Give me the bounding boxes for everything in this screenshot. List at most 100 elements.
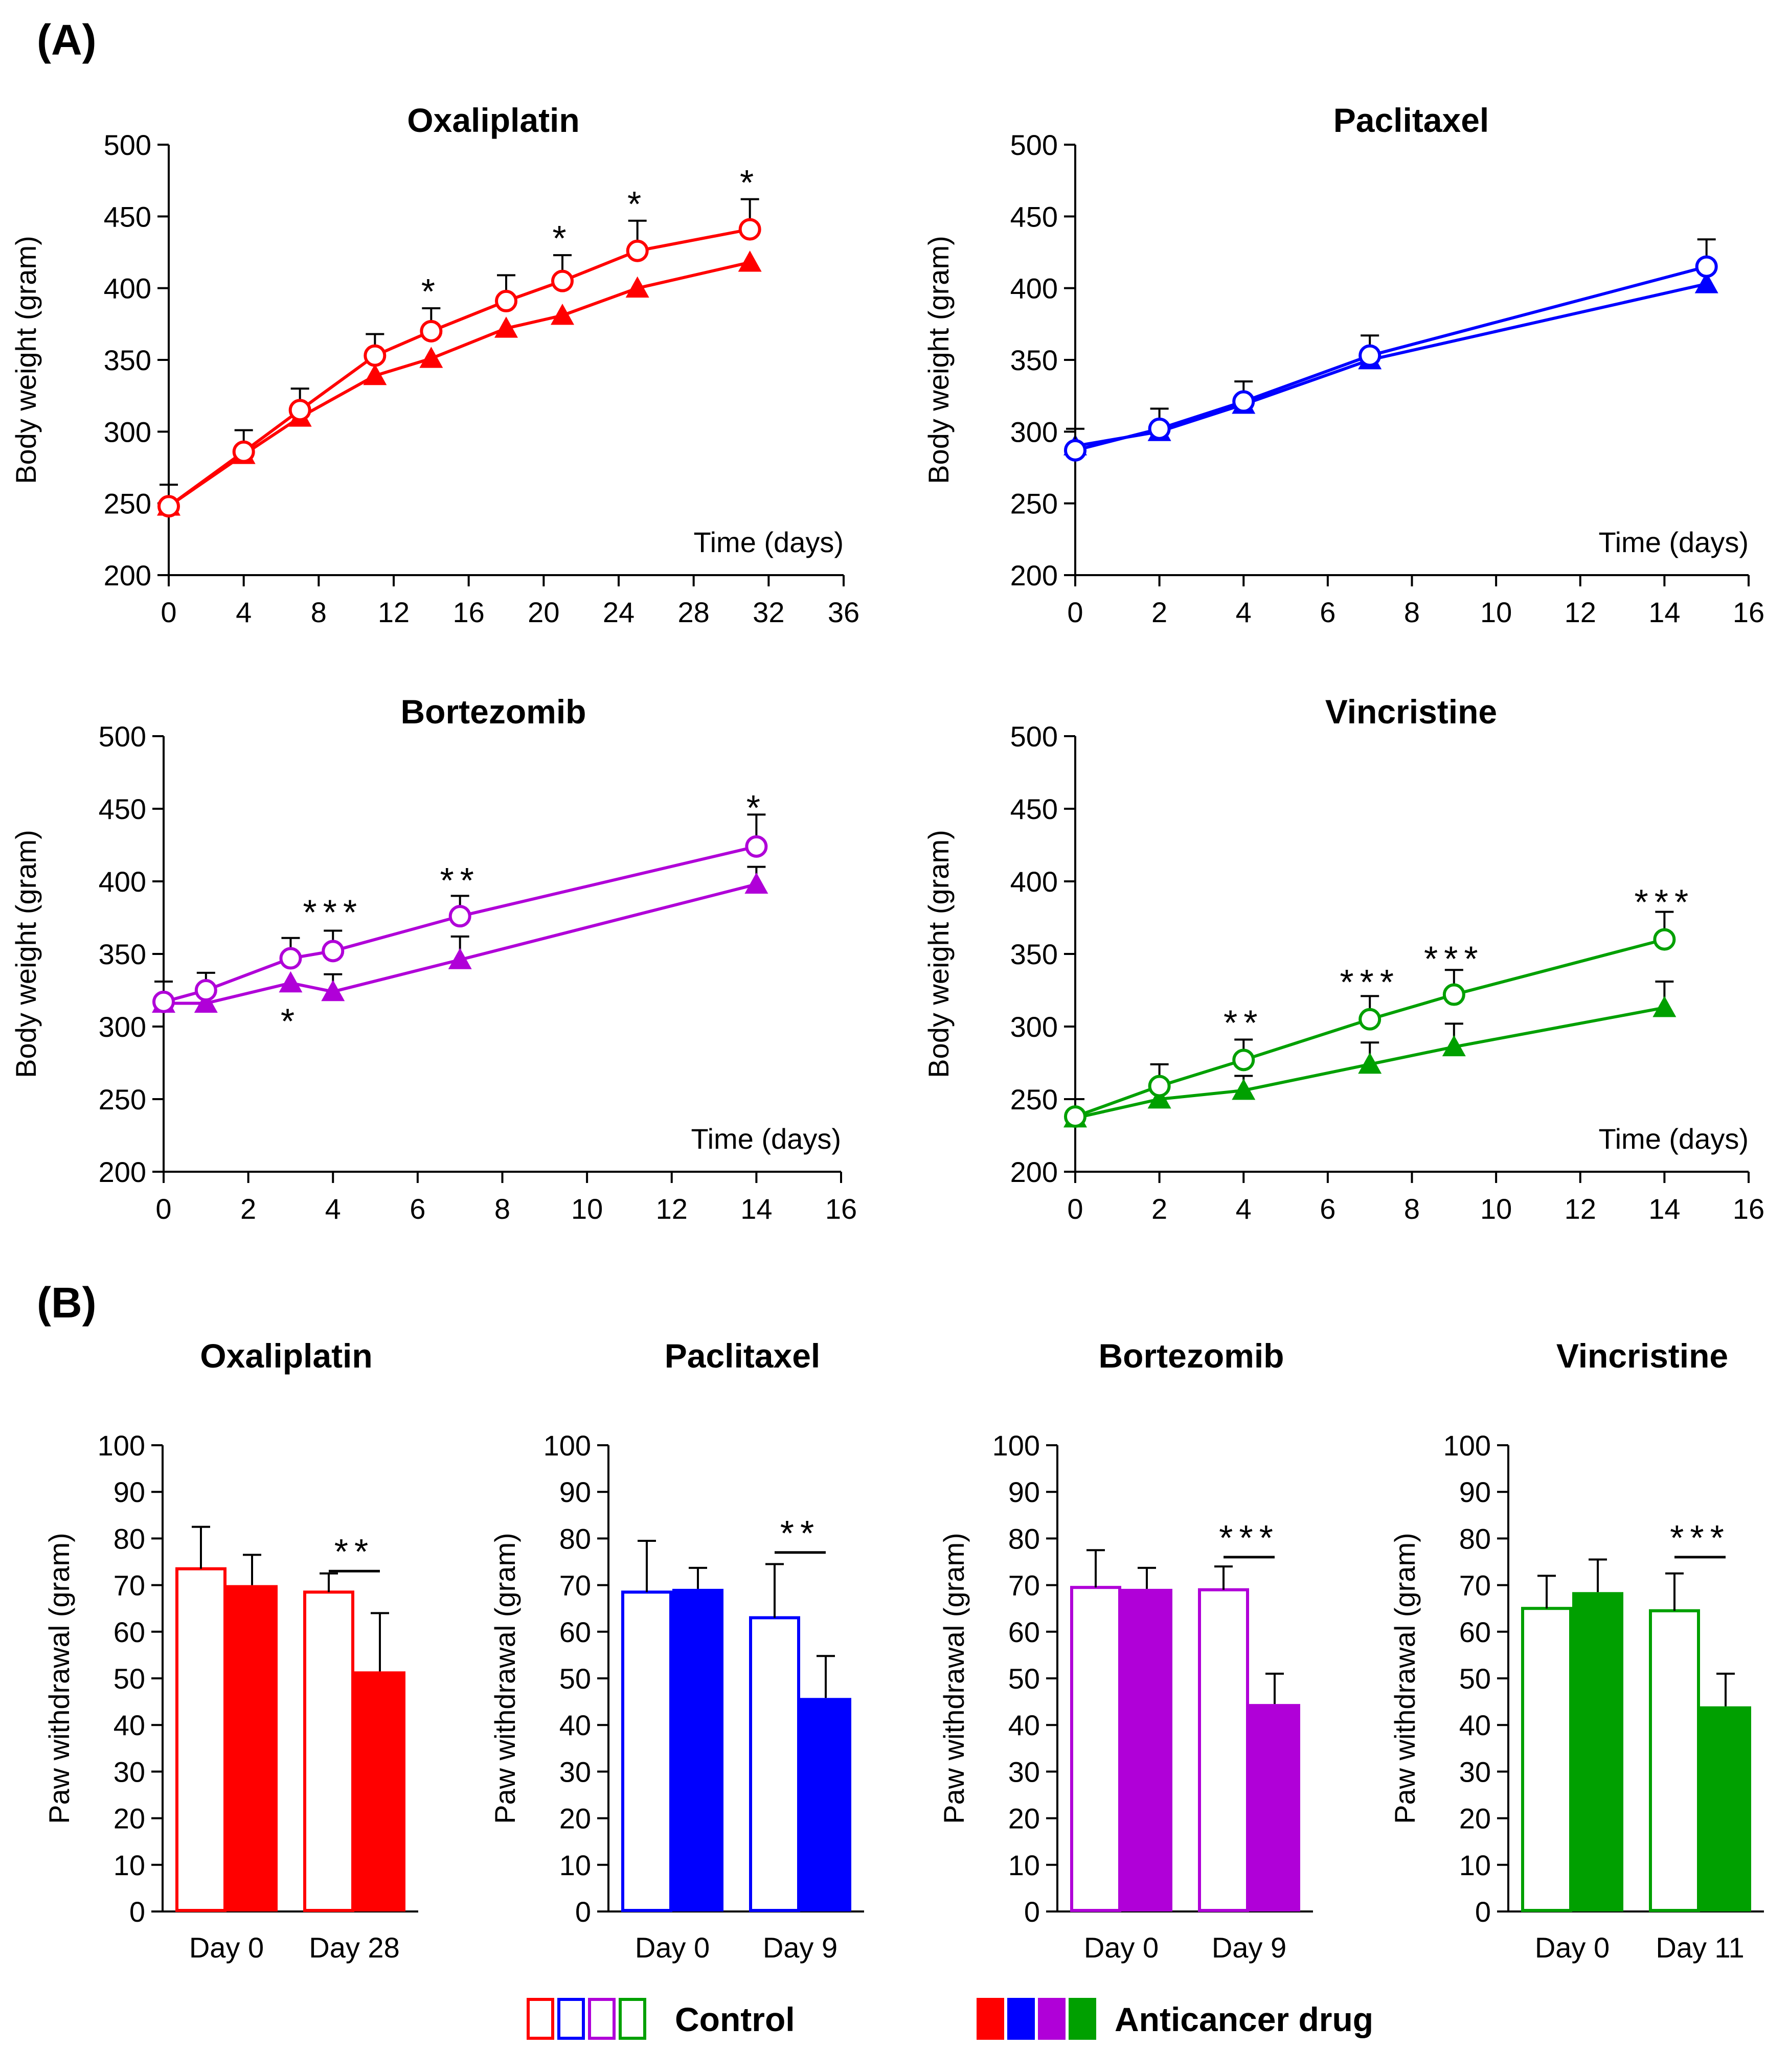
significance-marker: ** (334, 1532, 374, 1572)
y-tick-label: 500 (1010, 129, 1058, 161)
x-tick-label: 28 (678, 596, 710, 628)
data-point-control (626, 239, 649, 262)
x-tick-label: 6 (1320, 596, 1335, 628)
panel-label-a: (A) (37, 16, 97, 64)
y-tick-label: 10 (114, 1849, 145, 1881)
y-tick-label: 0 (575, 1896, 591, 1928)
data-point-drug (194, 991, 218, 1013)
y-tick-label: 400 (1010, 272, 1058, 305)
data-point-drug (625, 276, 649, 298)
x-tick-label: 0 (155, 1193, 171, 1225)
chart-6-paclitaxel: Paclitaxel Paw withdrawal (gram) 0 10 20 30 40… (489, 1337, 864, 1964)
data-point-control (1695, 255, 1718, 278)
x-tick-label: 10 (571, 1193, 603, 1225)
y-tick-label: 30 (1008, 1756, 1040, 1788)
x-tick-label: 4 (1236, 1193, 1252, 1225)
data-point-control (232, 440, 255, 463)
y-tick-label: 200 (104, 559, 151, 591)
data-point-drug (321, 980, 345, 1001)
y-tick-label: 20 (559, 1803, 591, 1835)
chart-7-bortezomib: Bortezomib Paw withdrawal (gram) 0 10 20 30 40… (938, 1337, 1313, 1964)
series-line-drug (168, 261, 751, 508)
bar-control (175, 1567, 227, 1912)
y-tick-label: 40 (114, 1709, 145, 1741)
y-tick-label: 10 (559, 1849, 591, 1881)
y-tick-label: 70 (559, 1569, 591, 1602)
y-tick-label: 80 (114, 1522, 145, 1555)
y-axis-label: Paw withdrawal (gram) (1389, 1533, 1421, 1824)
data-point-drug (363, 363, 387, 385)
significance-marker: * (627, 184, 647, 224)
data-point-control (1358, 1008, 1382, 1031)
y-tick-label: 100 (992, 1429, 1040, 1462)
data-point-control (551, 269, 574, 292)
bar-control (1521, 1607, 1572, 1912)
data-point-control (288, 399, 311, 422)
y-tick-label: 500 (1010, 720, 1058, 753)
data-point-drug (1147, 1087, 1171, 1109)
data-point-control (448, 905, 471, 928)
y-axis-label: Body weight (gram) (922, 830, 955, 1078)
chart-title: Vincristine (1556, 1337, 1728, 1375)
chart-3-bortezomib: Bortezomib Body weight (gram) 200 250 300 350… (10, 693, 857, 1225)
x-axis-label: Time (days) (1598, 1123, 1749, 1155)
x-tick-label: 16 (1733, 596, 1764, 628)
x-tick-label: 12 (1565, 1193, 1596, 1225)
legend-control-swatch-2 (557, 1998, 585, 2040)
y-tick-label: 40 (1008, 1709, 1040, 1741)
data-point-control (1232, 390, 1255, 413)
y-tick-label: 100 (1443, 1429, 1491, 1462)
data-point-drug (419, 347, 443, 368)
significance-marker: * (740, 163, 760, 202)
y-tick-label: 300 (104, 416, 151, 448)
category-label: Day 28 (309, 1931, 399, 1964)
data-point-drug (738, 251, 762, 272)
data-point-control (1148, 417, 1171, 440)
y-tick-label: 20 (1008, 1803, 1040, 1835)
y-tick-label: 250 (1010, 1083, 1058, 1115)
y-tick-label: 80 (559, 1522, 591, 1555)
x-tick-label: 16 (453, 596, 485, 628)
data-point-control (364, 344, 387, 367)
y-tick-label: 450 (1010, 793, 1058, 825)
x-tick-label: 32 (753, 596, 784, 628)
y-tick-label: 30 (114, 1756, 145, 1788)
y-tick-label: 40 (1459, 1709, 1491, 1741)
y-tick-label: 0 (1475, 1896, 1491, 1928)
x-tick-label: 12 (1565, 596, 1596, 628)
x-tick-label: 10 (1480, 596, 1512, 628)
data-point-control (279, 947, 302, 970)
legend-control-swatch-4 (619, 1998, 646, 2040)
y-tick-label: 450 (1010, 200, 1058, 233)
x-tick-label: 12 (378, 596, 410, 628)
series-line-drug (1075, 1006, 1665, 1120)
y-tick-label: 450 (104, 200, 151, 233)
x-tick-label: 10 (1480, 1193, 1512, 1225)
data-point-control (1064, 439, 1086, 462)
data-point-drug (279, 971, 303, 993)
x-tick-label: 6 (410, 1193, 425, 1225)
y-tick-label: 80 (1459, 1522, 1491, 1555)
data-point-control (738, 218, 761, 241)
x-tick-label: 8 (494, 1193, 510, 1225)
chart-title: Oxaliplatin (200, 1337, 372, 1375)
x-axis-label: Time (days) (691, 1123, 841, 1155)
significance-marker: *** (1219, 1518, 1279, 1558)
y-tick-label: 100 (98, 1429, 145, 1462)
y-tick-label: 90 (1459, 1476, 1491, 1508)
x-tick-label: 16 (1733, 1193, 1764, 1225)
series-line-drug (164, 882, 757, 1005)
x-tick-label: 0 (1067, 1193, 1083, 1225)
data-point-control (152, 990, 175, 1013)
bar-control (1070, 1586, 1121, 1912)
y-axis-label: Paw withdrawal (gram) (489, 1533, 521, 1824)
chart-title: Bortezomib (1099, 1337, 1284, 1375)
x-tick-label: 14 (1648, 596, 1680, 628)
legend-drug-swatch-3 (1038, 1998, 1066, 2040)
y-tick-label: 250 (1010, 488, 1058, 520)
chart-title: Paclitaxel (1333, 101, 1489, 139)
legend-control-swatch-3 (588, 1998, 616, 2040)
y-tick-label: 200 (99, 1156, 146, 1188)
data-point-control (1442, 983, 1465, 1006)
